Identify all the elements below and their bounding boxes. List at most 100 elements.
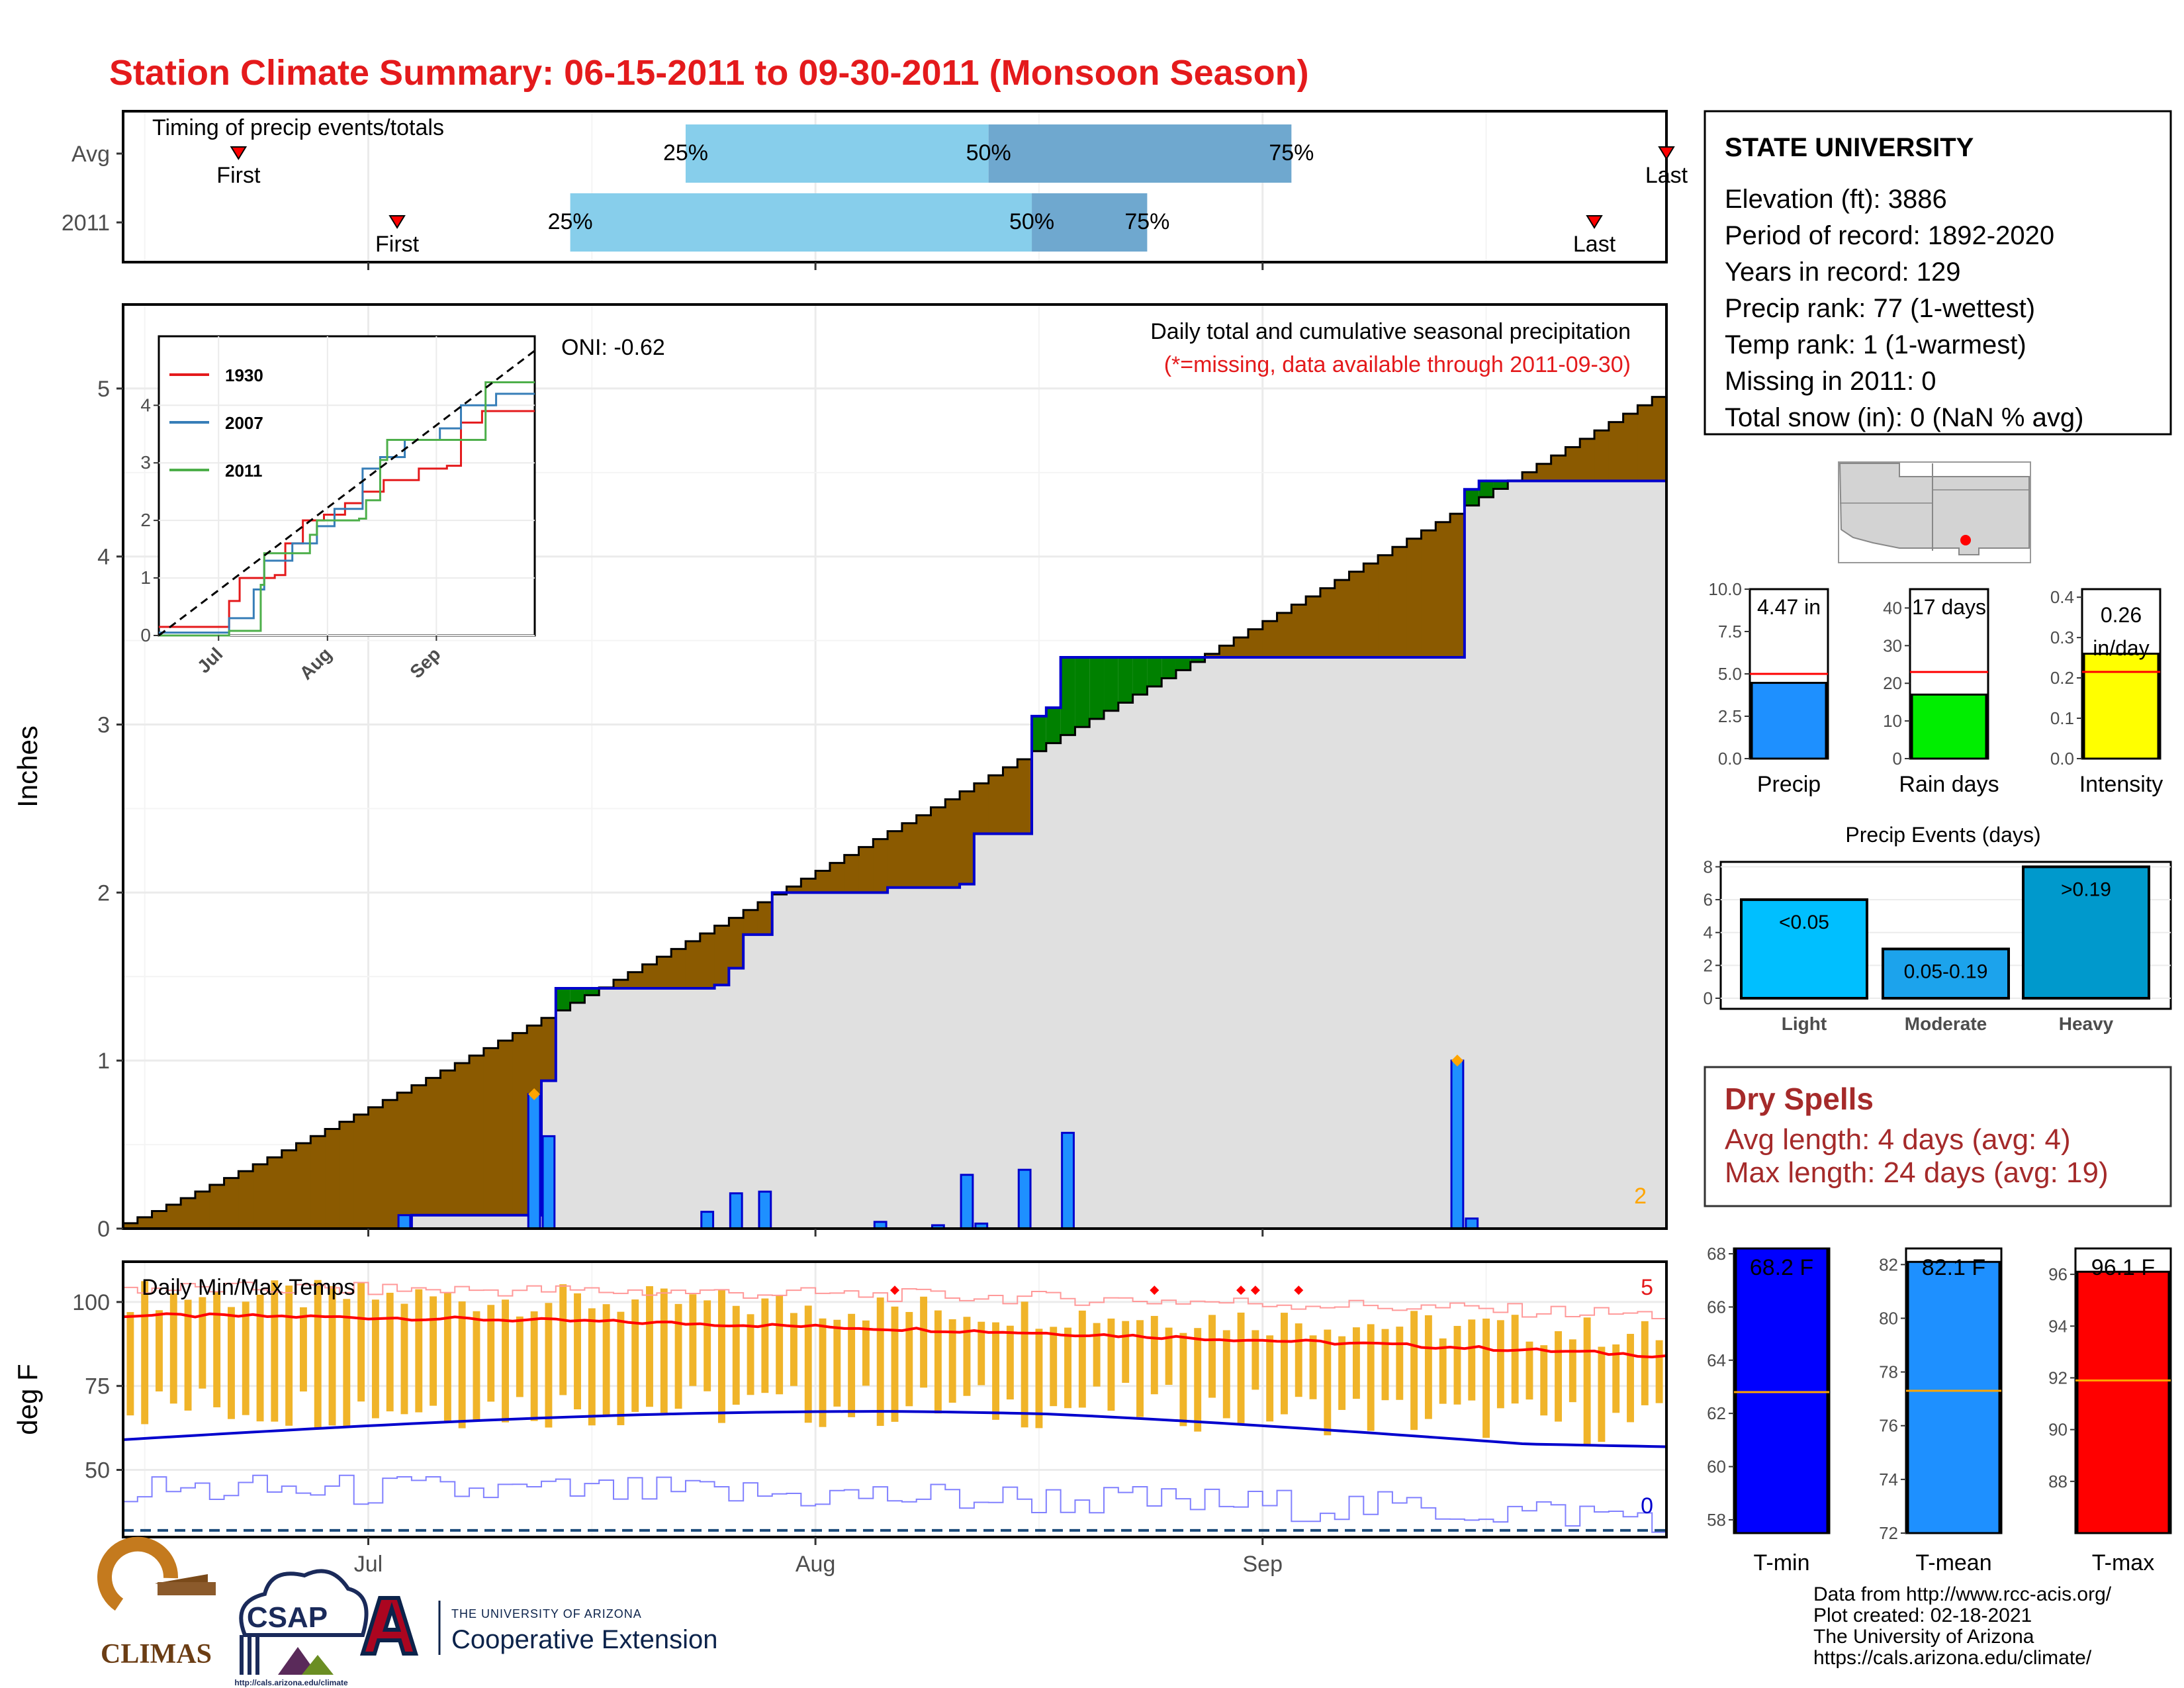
events-y-tick: 8 xyxy=(1704,857,1713,876)
daily-temp-bar xyxy=(1511,1315,1519,1404)
daily-temp-bar xyxy=(747,1314,754,1395)
record-high-marker xyxy=(1250,1286,1260,1295)
precip-y-tick: 2 xyxy=(97,880,110,906)
daily-temp-bar xyxy=(646,1286,653,1407)
daily-temp-bar xyxy=(1338,1336,1346,1410)
timing-bar-q25-q50 xyxy=(570,193,1032,252)
daily-temp-bar xyxy=(371,1299,379,1419)
daily-temp-bar xyxy=(704,1300,711,1391)
daily-temp-bar xyxy=(242,1301,250,1415)
daily-temp-bar xyxy=(256,1294,264,1422)
daily-temp-bar xyxy=(184,1299,192,1411)
daily-temp-bar xyxy=(1064,1327,1071,1409)
timing-first-label: First xyxy=(375,232,420,257)
timing-q75-label: 75% xyxy=(1269,140,1314,165)
daily-temp-bar xyxy=(761,1298,769,1393)
daily-temp-bar xyxy=(588,1308,596,1426)
season-value-label: 0.26 xyxy=(2101,603,2142,627)
daily-temp-bar xyxy=(1410,1311,1418,1430)
daily-temp-bar xyxy=(1078,1310,1086,1408)
daily-temp-bar xyxy=(1381,1329,1389,1401)
daily-temp-bar xyxy=(487,1305,495,1402)
daily-temp-bar xyxy=(169,1293,177,1404)
daily-temp-bar xyxy=(1641,1321,1649,1405)
precip-y-tick: 1 xyxy=(97,1049,110,1074)
daily-temp-bar xyxy=(400,1303,408,1415)
oni-label: ONI: -0.62 xyxy=(561,335,665,360)
record-high-marker xyxy=(1150,1286,1160,1295)
daily-temp-bar xyxy=(1136,1320,1144,1417)
daily-temp-bar xyxy=(1453,1326,1461,1405)
daily-temp-bar xyxy=(1179,1333,1187,1427)
daily-temp-bar xyxy=(314,1280,322,1429)
station-info-box: STATE UNIVERSITY Elevation (ft): 3886 Per… xyxy=(1704,110,2172,436)
footer-line: Plot created: 02-18-2021 xyxy=(1813,1605,2032,1626)
precip-event-bar xyxy=(1882,947,2010,1000)
daily-temp-bar xyxy=(732,1305,740,1405)
daily-temp-bar xyxy=(1222,1330,1230,1419)
ua-line2: Cooperative Extension xyxy=(451,1625,717,1654)
daily-temp-bar xyxy=(1093,1323,1101,1387)
temp-chart-title: Daily Min/Max Temps xyxy=(142,1275,355,1300)
precip-y-tick: 3 xyxy=(97,713,110,738)
daily-temp-bar xyxy=(776,1295,784,1395)
dry-spells-title: Dry Spells xyxy=(1725,1082,1874,1116)
station-info-line: Missing in 2011: 0 xyxy=(1725,367,1936,396)
precip-y-tick: 4 xyxy=(97,545,110,570)
daily-precip-bar xyxy=(1450,1059,1465,1230)
events-y-tick: 6 xyxy=(1704,890,1713,910)
station-info-line: Period of record: 1892-2020 xyxy=(1725,221,2054,250)
missing-count: 2 xyxy=(1634,1184,1647,1209)
daily-temp-bar xyxy=(156,1310,163,1391)
daily-temp-bar xyxy=(271,1280,279,1422)
record-high-line xyxy=(123,1282,1666,1319)
daily-temp-bar xyxy=(848,1313,856,1417)
daily-temp-bar xyxy=(1266,1335,1274,1422)
timing-panel: 25% 50% 75% First Last 25% 50% 75% First Last Tim… xyxy=(62,110,1688,263)
season-total-bar xyxy=(1751,682,1827,760)
x-tick-label: Jul xyxy=(354,1552,383,1577)
precip-ylabel: Inches xyxy=(12,726,43,808)
temp-ylabel: deg F xyxy=(12,1364,43,1434)
x-tick-label: Sep xyxy=(1243,1552,1283,1577)
precip-chart-title: Daily total and cumulative seasonal prec… xyxy=(1150,319,1631,344)
daily-temp-bar xyxy=(415,1289,423,1413)
precip-y-tick: 0 xyxy=(97,1217,110,1242)
precip-chart-subtitle: (*=missing, data available through 2011-… xyxy=(1164,352,1631,377)
season-y-tick: 0.0 xyxy=(2050,749,2074,769)
timing-last-label: Last xyxy=(1645,163,1688,188)
daily-temp-bar xyxy=(1309,1335,1317,1399)
daily-temp-bar xyxy=(1555,1331,1562,1422)
obs-cumulative-line xyxy=(123,479,1666,1230)
season-total-bar xyxy=(2083,653,2160,760)
csap-logo-text: CSAP xyxy=(247,1601,328,1634)
inset-y-tick: 1 xyxy=(140,567,151,588)
daily-temp-bar xyxy=(948,1319,956,1403)
timing-first-label: First xyxy=(216,163,261,188)
daily-temp-bar xyxy=(1352,1327,1360,1399)
daily-precip-bar xyxy=(397,1214,412,1230)
daily-temp-bar xyxy=(1295,1323,1302,1397)
events-y-tick: 4 xyxy=(1704,923,1713,943)
daily-temp-bar xyxy=(1496,1320,1504,1409)
daily-temp-bar xyxy=(833,1319,841,1407)
temp-summary-y-tick: 64 xyxy=(1707,1350,1726,1370)
season-y-tick: 2.5 xyxy=(1718,706,1742,726)
footer-line: The University of Arizona xyxy=(1813,1626,2034,1648)
temp-summary-y-tick: 94 xyxy=(2048,1316,2068,1336)
timing-q75-label: 75% xyxy=(1124,209,1169,234)
daily-temp-bar xyxy=(343,1299,351,1427)
timing-q25-label: 25% xyxy=(548,209,593,234)
precip-y-tick: 5 xyxy=(97,377,110,402)
daily-temp-bar xyxy=(386,1292,394,1412)
daily-temp-bar xyxy=(559,1284,567,1395)
daily-temp-bar xyxy=(1050,1327,1058,1407)
precip-event-bar xyxy=(2022,865,2150,1000)
station-location-marker xyxy=(1960,535,1971,545)
season-totals: 4.47 in 0.0 2.5 5.0 7.5 10.0 Precip 17 days 0 10 2… xyxy=(1708,579,2163,797)
daily-temp-bar xyxy=(126,1312,134,1416)
daily-temp-bar xyxy=(862,1320,870,1386)
daily-temp-bar xyxy=(963,1317,971,1396)
page-title: Station Climate Summary: 06-15-2011 to 0… xyxy=(109,53,1309,93)
daily-precip-bar xyxy=(729,1192,743,1230)
